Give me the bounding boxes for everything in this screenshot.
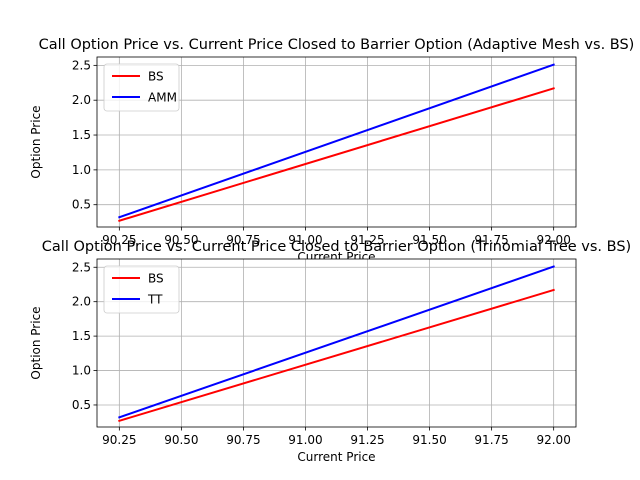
chart-title: Call Option Price vs. Current Price Clos… (42, 239, 631, 255)
plot-frame (96, 258, 577, 428)
plot-frame (96, 56, 577, 228)
x-tick-label: 91.50 (412, 233, 446, 247)
legend-label-tt: TT (147, 293, 163, 307)
legend: BS TT (103, 265, 180, 314)
y-tick-label: 0.5 (72, 198, 91, 212)
legend-label-bs: BS (148, 272, 164, 286)
x-tick-label: 91.50 (412, 433, 446, 447)
x-tick-label: 90.50 (164, 233, 198, 247)
x-tick-label: 91.75 (474, 233, 508, 247)
y-axis-label: Option Price (29, 306, 43, 379)
y-tick-label: 2.0 (72, 295, 91, 309)
x-tick-label: 91.00 (288, 433, 322, 447)
y-tick-label: 2.0 (72, 93, 91, 107)
x-tick-label: 91.00 (288, 233, 322, 247)
x-tick-label: 90.75 (226, 433, 260, 447)
x-tick-label: 90.50 (164, 433, 198, 447)
x-tick-label: 92.00 (536, 433, 570, 447)
legend: BS AMM (103, 63, 180, 112)
subplot-2: 90.25 90.50 90.75 91.00 91.25 91.50 91.75 92.00… (29, 239, 631, 464)
y-tick-label: 2.5 (72, 260, 91, 274)
chart-title: Call Option Price vs. Current Price Clos… (39, 37, 635, 53)
legend-label-amm: AMM (148, 91, 177, 105)
x-tick-label: 91.25 (350, 233, 384, 247)
x-axis-label: Current Price (297, 450, 375, 464)
y-tick-label: 0.5 (72, 398, 91, 412)
y-tick-label: 2.5 (72, 58, 91, 72)
legend-label-bs: BS (148, 70, 164, 84)
x-tick-label: 90.25 (102, 233, 136, 247)
y-axis-label: Option Price (29, 105, 43, 178)
x-tick-label: 90.25 (102, 433, 136, 447)
x-tick-label: 90.75 (226, 233, 260, 247)
y-tick-label: 1.0 (72, 364, 91, 378)
y-tick-label: 1.0 (72, 163, 91, 177)
x-tick-label: 91.25 (350, 433, 384, 447)
y-tick-label: 1.5 (72, 128, 91, 142)
legend-box (103, 265, 180, 314)
subplot-1: 90.25 90.50 90.75 91.00 91.25 91.50 91.75 92.00… (29, 37, 634, 264)
y-tick-label: 1.5 (72, 329, 91, 343)
x-tick-label: 92.00 (536, 233, 570, 247)
series-line-tt (118, 265, 555, 419)
series-line-bs (118, 87, 555, 222)
series-line-bs (118, 288, 555, 423)
series-line-amm (118, 63, 555, 219)
x-tick-label: 91.75 (474, 433, 508, 447)
